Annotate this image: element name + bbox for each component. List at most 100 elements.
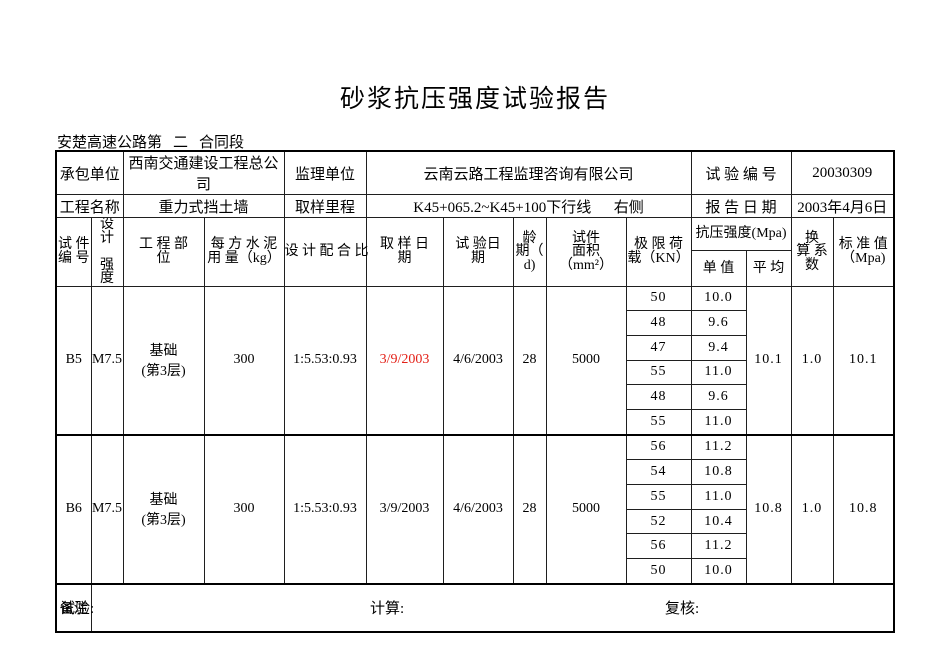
age-cell: 28	[512, 433, 547, 585]
location-cell: 基础 (第3层)	[122, 285, 205, 436]
load-cell: 55	[625, 408, 692, 436]
single-value-cell: 11.2	[690, 533, 747, 560]
sample-date-cell: 3/9/2003	[365, 433, 444, 585]
remark-row: 备注	[55, 582, 895, 633]
table-row: 48 9.6	[56, 384, 894, 410]
single-value-cell: 9.6	[690, 310, 747, 336]
single-value-cell: 9.4	[690, 334, 747, 361]
project-name-value: 重力式挡土墙	[122, 194, 285, 218]
info-row-2: 工程名称 重力式挡土墙 取样里程 K45+065.2~K45+100下行线 右侧…	[55, 194, 895, 218]
signature-calc-label: 计算:	[370, 601, 405, 617]
single-value-cell: 11.0	[690, 359, 747, 386]
sample-date-cell: 3/9/2003	[365, 285, 444, 436]
remark-value	[90, 582, 895, 633]
col-header-compressive-strength: 抗压强度(Mpa)	[690, 216, 792, 252]
design-strength-cell: M7.5	[90, 285, 124, 436]
contract-prefix: 安楚高速公路第	[57, 135, 163, 151]
load-cell: 50	[625, 558, 692, 585]
col-header-single-value: 单 值	[690, 250, 747, 287]
header-row-sub: 单 值 平 均	[56, 250, 894, 287]
single-value-cell: 10.0	[690, 285, 747, 312]
specimen-no-cell: B6	[55, 433, 92, 585]
info-row-1: 承包单位 西南交通建设工程总公司 监理单位 云南云路工程监理咨询有限公司 试 验…	[55, 150, 895, 195]
col-header-specimen-no: 试 件 编 号	[55, 217, 92, 287]
load-cell: 54	[625, 459, 692, 485]
col-header-design-strength: 设 计 强 度	[90, 217, 124, 287]
contract-suffix: 合同段	[199, 135, 245, 151]
factor-cell: 1.0	[790, 285, 834, 436]
load-cell: 56	[625, 533, 692, 560]
table-row: 48 9.6	[56, 310, 894, 336]
project-name-label: 工程名称	[55, 194, 124, 218]
load-cell: 50	[625, 285, 692, 312]
mix-ratio-cell: 1:5.53:0.93	[283, 285, 367, 436]
single-value-cell: 11.0	[690, 484, 747, 510]
col-header-location: 工 程 部 位	[122, 217, 205, 287]
col-header-average: 平 均	[745, 250, 792, 287]
table-row: B5 M7.5 基础 (第3层) 300 1:5.53:0.93 3/9/200…	[55, 285, 895, 436]
age-cell: 28	[512, 285, 547, 436]
table-row: B6 M7.5 基础 (第3层) 300 1:5.53:0.93 3/9/200…	[55, 433, 895, 585]
report-date-value: 2003年4月6日	[790, 194, 895, 218]
single-value-cell: 10.8	[690, 459, 747, 485]
col-header-age: 龄 期（ d)	[512, 217, 547, 287]
supervisor-label: 监理单位	[283, 150, 367, 195]
average-cell: 10.8	[745, 433, 792, 585]
sampling-mileage-label: 取样里程	[283, 194, 367, 218]
supervisor-value: 云南云路工程监理咨询有限公司	[365, 150, 692, 195]
cement-cell: 300	[203, 433, 285, 585]
col-header-sample-date: 取 样 日 期	[365, 217, 444, 287]
average-cell: 10.1	[745, 285, 792, 436]
contract-section-line: 安楚高速公路第二合同段	[57, 131, 244, 152]
test-number-label: 试 验 编 号	[690, 150, 792, 195]
col-header-test-date: 试 验日 期	[442, 217, 514, 287]
test-number-value: 20030309	[790, 150, 895, 195]
sampling-mileage-value: K45+065.2~K45+100下行线 右侧	[365, 194, 692, 218]
area-cell: 5000	[545, 285, 627, 436]
signature-test-label: 试验:	[60, 601, 95, 617]
standard-value-cell: 10.1	[832, 285, 895, 436]
location-cell: 基础 (第3层)	[122, 433, 205, 585]
table-row: 52 10.4	[56, 508, 894, 535]
load-cell: 56	[625, 433, 692, 461]
single-value-cell: 10.0	[690, 558, 747, 585]
cement-cell: 300	[203, 285, 285, 436]
load-cell: 52	[625, 508, 692, 535]
table-row: 50 10.0	[56, 558, 894, 585]
table-row: 54 10.8	[56, 459, 894, 485]
page-title: 砂浆抗压强度试验报告	[339, 86, 610, 113]
table-row: 47 9.4	[56, 334, 894, 361]
specimen-no-cell: B5	[55, 285, 92, 436]
standard-value-cell: 10.8	[832, 433, 895, 585]
single-value-cell: 10.4	[690, 508, 747, 535]
contractor-value: 西南交通建设工程总公司	[122, 150, 285, 195]
col-header-ultimate-load: 极 限 荷 载（KN）	[625, 217, 692, 287]
load-cell: 48	[625, 384, 692, 410]
load-cell: 47	[625, 334, 692, 361]
area-cell: 5000	[545, 433, 627, 585]
col-header-mix-ratio: 设 计 配 合 比	[283, 217, 369, 287]
single-value-cell: 9.6	[690, 384, 747, 410]
signature-review-label: 复核:	[665, 601, 700, 617]
single-value-cell: 11.2	[690, 433, 747, 461]
test-date-cell: 4/6/2003	[442, 433, 514, 585]
col-header-specimen-area: 试件 面积 （mm²）	[545, 217, 627, 287]
table-row: 55 11.0	[56, 408, 894, 436]
mix-ratio-cell: 1:5.53:0.93	[283, 433, 367, 585]
load-cell: 55	[625, 359, 692, 386]
load-cell: 48	[625, 310, 692, 336]
col-header-conversion-factor: 换 算 系 数	[790, 217, 834, 287]
contractor-label: 承包单位	[55, 150, 124, 195]
load-cell: 55	[625, 484, 692, 510]
table-row: 55 11.0	[56, 484, 894, 510]
col-header-standard-value: 标 准 值 （Mpa)	[832, 217, 895, 287]
header-row-top: 试 件 编 号 设 计 强 度 工 程 部 位 每 方 水 泥 用 量（kg） …	[55, 216, 895, 287]
col-header-cement-per-cubic: 每 方 水 泥 用 量（kg）	[203, 217, 285, 287]
factor-cell: 1.0	[790, 433, 834, 585]
test-report-table: 承包单位 西南交通建设工程总公司 监理单位 云南云路工程监理咨询有限公司 试 验…	[55, 150, 896, 633]
design-strength-cell: M7.5	[90, 433, 124, 585]
report-date-label: 报 告 日 期	[690, 194, 792, 218]
single-value-cell: 11.0	[690, 408, 747, 436]
test-date-cell: 4/6/2003	[442, 285, 514, 436]
